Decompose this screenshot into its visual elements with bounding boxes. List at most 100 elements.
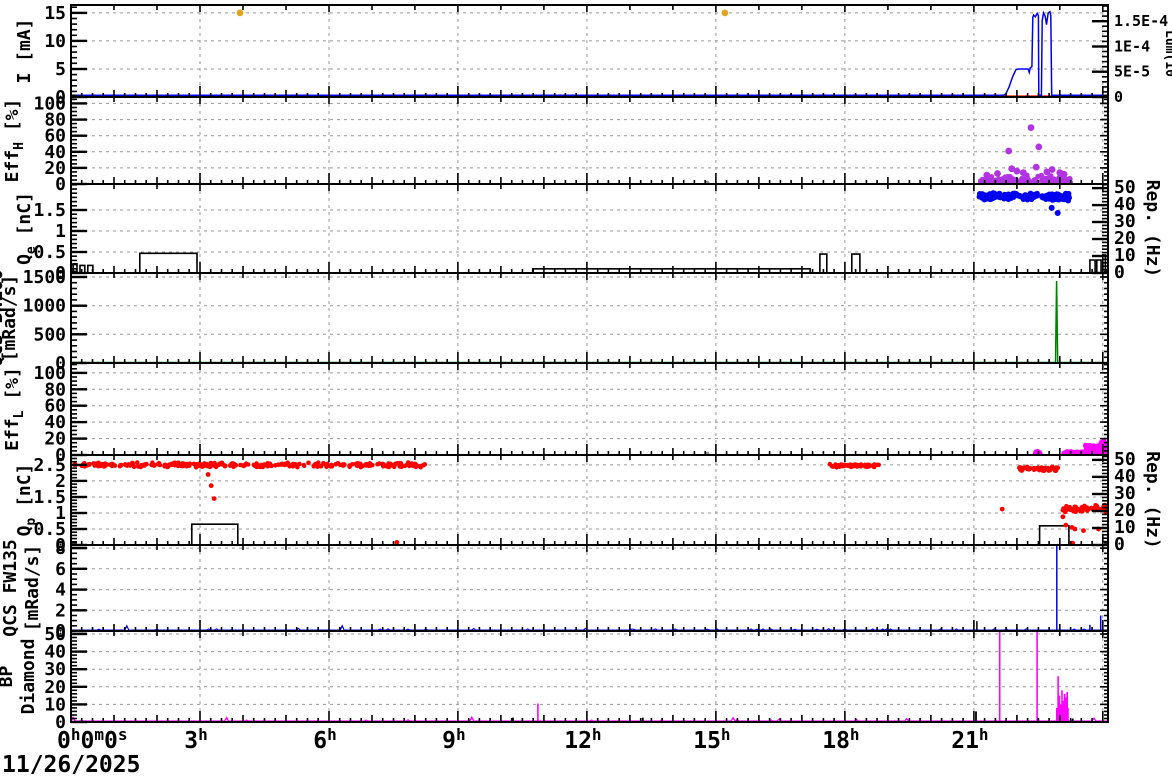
svg-text:0: 0 bbox=[55, 87, 66, 108]
svg-text:1: 1 bbox=[55, 221, 66, 242]
svg-text:100: 100 bbox=[33, 93, 66, 114]
panel-beam-current-y2tick-labels: 0 5E-5 1E-4 1.5E-4 bbox=[1114, 12, 1168, 106]
svg-text:0: 0 bbox=[1114, 534, 1125, 555]
svg-text:2: 2 bbox=[55, 471, 66, 492]
svg-text:2: 2 bbox=[55, 600, 66, 621]
lum-dots-orange bbox=[236, 9, 729, 17]
panel-charge-electron-right-axis-label: Rep. (Hz) bbox=[1142, 180, 1163, 278]
qp-step-black bbox=[191, 523, 1070, 545]
svg-text:30: 30 bbox=[1114, 483, 1136, 504]
panel-beam-current-corner-unit-label: Lum(10 bbox=[1162, 30, 1172, 77]
svg-text:1: 1 bbox=[55, 503, 66, 524]
panel-charge-positron-axis-label: Qp [nC] bbox=[14, 464, 39, 537]
svg-text:80: 80 bbox=[44, 110, 66, 131]
svg-text:10: 10 bbox=[1114, 517, 1136, 538]
panel-beam-current-axis-label: I [mA] bbox=[14, 18, 35, 83]
x-tick-label: 15h bbox=[693, 725, 730, 754]
svg-text:6: 6 bbox=[55, 559, 66, 580]
panel-qcs-fw135-axis-label: [mRad/s] bbox=[22, 545, 43, 632]
svg-text:20: 20 bbox=[44, 429, 66, 450]
svg-text:1500: 1500 bbox=[23, 267, 66, 288]
svg-text:0: 0 bbox=[55, 263, 66, 284]
qe-outliers bbox=[1048, 204, 1061, 216]
panel-charge-positron-grid bbox=[71, 455, 1108, 545]
x-axis-date-label: 11/26/2025 bbox=[2, 752, 141, 778]
svg-text:50: 50 bbox=[44, 624, 66, 645]
svg-text:5E-5: 5E-5 bbox=[1114, 63, 1150, 81]
panel-bp-diamond-axis-label: Diamond bbox=[18, 639, 39, 715]
svg-text:0.5: 0.5 bbox=[33, 242, 66, 263]
panel-charge-electron-ticks bbox=[70, 183, 1108, 275]
qp-band-3 bbox=[1017, 464, 1061, 474]
panel-eff-low-grid bbox=[71, 363, 1108, 455]
panel-charge-electron-series bbox=[72, 190, 1107, 273]
svg-text:100: 100 bbox=[33, 363, 66, 384]
svg-text:4: 4 bbox=[55, 580, 66, 601]
panel-qcs-fw135-axis-label: QCS FW135 bbox=[0, 539, 21, 637]
x-tick-label: 6h bbox=[313, 725, 337, 754]
svg-text:1.5: 1.5 bbox=[33, 200, 66, 221]
panel-charge-positron-ticks bbox=[70, 454, 1108, 547]
svg-text:50: 50 bbox=[1114, 449, 1136, 470]
svg-text:8: 8 bbox=[55, 538, 66, 559]
svg-text:20: 20 bbox=[1114, 500, 1136, 521]
panel-eff-high-axis-label: EffH [%] bbox=[2, 99, 27, 183]
svg-text:40: 40 bbox=[44, 142, 66, 163]
current-trace-blue bbox=[71, 10, 1108, 97]
panel-qcs-bw100-axis-label: [mRad/s] bbox=[0, 275, 20, 362]
svg-text:20: 20 bbox=[44, 677, 66, 698]
svg-text:40: 40 bbox=[1114, 194, 1136, 215]
svg-text:20: 20 bbox=[1114, 228, 1136, 249]
panel-qcs-bw100-axis-label: QCS BW100 bbox=[0, 269, 7, 367]
svg-text:40: 40 bbox=[44, 642, 66, 663]
x-axis-labels: 0h0m0s 3h 6h 9h 12h 15h 18h 21h bbox=[57, 725, 989, 754]
x-tick-label: 3h bbox=[184, 725, 208, 754]
qp-band-4 bbox=[1060, 502, 1108, 515]
qe-step-black bbox=[72, 252, 1107, 273]
svg-text:60: 60 bbox=[44, 396, 66, 417]
panel-bp-diamond-grid bbox=[71, 631, 1108, 722]
svg-text:0.5: 0.5 bbox=[33, 519, 66, 540]
effh-outliers bbox=[983, 124, 1068, 179]
panel-eff-low-axis-label: EffL [%] bbox=[2, 367, 27, 451]
svg-text:5: 5 bbox=[55, 59, 66, 80]
panel-charge-electron-axis-label: Qe [nC] bbox=[14, 192, 39, 265]
svg-text:1.5E-4: 1.5E-4 bbox=[1114, 12, 1168, 30]
panel-charge-electron-ytick-labels: 00.511.5 bbox=[33, 200, 66, 284]
svg-text:10: 10 bbox=[1114, 245, 1136, 266]
svg-text:30: 30 bbox=[44, 659, 66, 680]
fw135-spikes-blue bbox=[1056, 545, 1102, 631]
svg-text:0: 0 bbox=[1114, 262, 1125, 283]
svg-text:50: 50 bbox=[1114, 177, 1136, 198]
svg-text:80: 80 bbox=[44, 379, 66, 400]
svg-text:0: 0 bbox=[55, 621, 66, 642]
panel-qcs-fw135-grid bbox=[71, 545, 1108, 631]
svg-text:15: 15 bbox=[44, 3, 66, 24]
panel-bp-diamond-axis-label: BP bbox=[0, 666, 17, 688]
panel-qcs-bw100-grid bbox=[71, 273, 1108, 363]
panel-charge-positron-ytick-labels: 00.511.522.5 bbox=[33, 455, 66, 556]
svg-text:0: 0 bbox=[1114, 88, 1123, 106]
svg-text:0: 0 bbox=[55, 353, 66, 374]
svg-text:40: 40 bbox=[1114, 466, 1136, 487]
svg-text:1000: 1000 bbox=[23, 296, 66, 317]
panel-charge-positron-right-axis-label: Rep. (Hz) bbox=[1142, 451, 1163, 549]
x-tick-label: 0h0m0s bbox=[57, 725, 128, 754]
svg-text:1.5: 1.5 bbox=[33, 487, 66, 508]
svg-text:2.5: 2.5 bbox=[33, 455, 66, 476]
x-tick-label: 9h bbox=[442, 725, 466, 754]
qp-band-2 bbox=[827, 461, 881, 470]
panel-eff-high-grid bbox=[71, 97, 1108, 184]
